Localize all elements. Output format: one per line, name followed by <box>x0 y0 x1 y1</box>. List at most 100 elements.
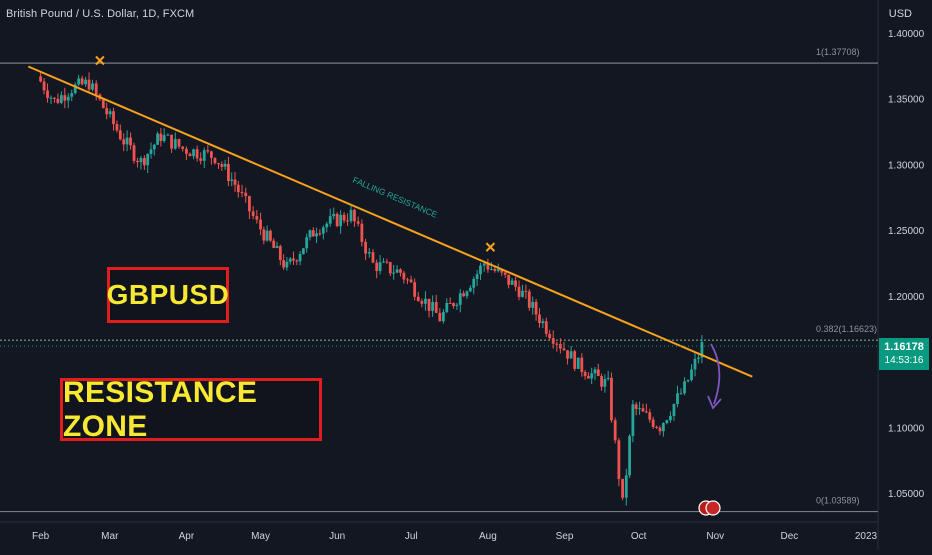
candle-body <box>146 153 150 166</box>
candle-body <box>272 240 276 248</box>
candle-body <box>335 213 339 227</box>
candle-body <box>388 262 392 274</box>
candle-body <box>240 192 244 194</box>
candle-body <box>166 134 170 136</box>
candle-body <box>431 302 435 311</box>
candle-body <box>94 83 98 95</box>
candle-body <box>648 412 652 420</box>
candle-body <box>105 108 109 115</box>
candle-body <box>555 343 559 345</box>
candle-body <box>206 150 210 152</box>
candle-body <box>342 214 346 221</box>
candle-body <box>91 83 94 90</box>
candle-body <box>49 97 53 99</box>
candle-body <box>672 404 676 417</box>
candle-body <box>576 357 580 369</box>
candle-body <box>321 227 325 234</box>
candle-body <box>593 369 597 374</box>
candle-body <box>213 157 217 164</box>
candle-body <box>385 261 389 263</box>
candle-body <box>66 96 70 101</box>
candle-body <box>489 268 493 270</box>
candle-body <box>586 375 590 379</box>
candle-body <box>259 219 262 230</box>
candle-body <box>683 381 686 394</box>
candle-body <box>173 139 177 149</box>
candle-body <box>610 377 613 421</box>
candle-body <box>527 291 531 308</box>
candle-body <box>192 149 195 157</box>
candle-body <box>517 286 521 297</box>
candle-body <box>217 163 220 165</box>
candle-body <box>544 321 548 334</box>
candle-body <box>573 351 577 369</box>
candle-body <box>434 302 438 313</box>
candle-body <box>686 379 690 382</box>
candle-body <box>566 350 569 359</box>
candle-body <box>233 179 237 185</box>
candle-body <box>285 261 289 268</box>
candle-body <box>382 261 385 263</box>
candle-body <box>223 163 227 167</box>
candle-body <box>251 211 255 217</box>
candle-body <box>420 300 424 304</box>
x-tick-label: Oct <box>631 531 647 542</box>
y-tick-label: 1.30000 <box>888 160 925 171</box>
candle-body <box>468 287 472 292</box>
candle-body <box>364 241 367 254</box>
candle-body <box>346 220 349 222</box>
candle-body <box>188 153 192 157</box>
candle-body <box>244 192 248 197</box>
candle-body <box>73 84 77 94</box>
projection-arrow <box>710 343 721 405</box>
candle-body <box>152 144 156 150</box>
candle-body <box>118 130 122 140</box>
candle-body <box>42 81 46 91</box>
candle-body <box>655 426 658 428</box>
symbol-annotation-text: GBPUSD <box>106 279 230 310</box>
candle-body <box>690 369 693 380</box>
candle-body <box>641 408 645 412</box>
bar-countdown: 14:53:16 <box>884 355 924 366</box>
candle-body <box>596 369 600 377</box>
fib-level-label: 1(1.37708) <box>816 47 860 57</box>
candle-body <box>325 223 329 228</box>
candle-body <box>424 298 427 304</box>
candle-body <box>580 357 584 373</box>
candle-body <box>538 314 541 324</box>
candle-body <box>438 312 442 322</box>
candle-body <box>87 79 91 90</box>
x-tick-label: Mar <box>101 531 119 542</box>
touch-marker-x <box>95 55 105 66</box>
x-tick-label: Jul <box>405 531 418 542</box>
candle-body <box>339 214 343 227</box>
candle-body <box>59 95 63 103</box>
candle-body <box>531 301 535 308</box>
candle-body <box>448 302 452 304</box>
candle-body <box>521 290 524 297</box>
candle-body <box>548 333 552 339</box>
candle-body <box>80 78 84 85</box>
candle-body <box>53 97 56 99</box>
candle-body <box>427 298 431 311</box>
candle-body <box>122 139 126 145</box>
candle-body <box>496 269 500 271</box>
candle-body <box>399 269 402 273</box>
candle-body <box>356 221 360 224</box>
candle-body <box>475 274 479 279</box>
candle-body <box>514 280 517 287</box>
candle-body <box>445 302 449 313</box>
candle-body <box>700 342 704 358</box>
candle-body <box>139 158 143 163</box>
candle-body <box>603 378 607 387</box>
y-tick-label: 1.05000 <box>888 489 925 500</box>
falling-resistance-trendline <box>27 65 753 378</box>
candle-body <box>136 160 139 163</box>
candle-body <box>199 158 203 161</box>
candle-body <box>301 248 305 255</box>
candle-body <box>524 290 528 292</box>
candle-body <box>455 304 459 306</box>
candle-body <box>282 260 286 268</box>
candle-body <box>77 78 81 85</box>
